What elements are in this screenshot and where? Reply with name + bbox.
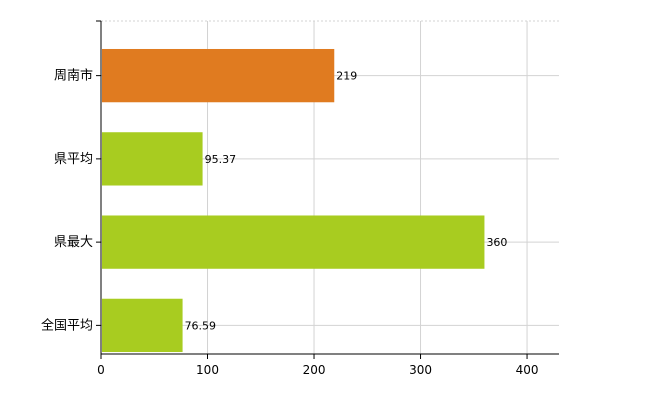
bar: [102, 298, 183, 353]
bar: [102, 48, 335, 103]
category-label: 全国平均: [41, 317, 93, 333]
bars: [102, 48, 485, 353]
bar: [102, 132, 203, 186]
category-label: 周南市: [54, 68, 93, 84]
x-tick-label: 0: [97, 363, 105, 377]
data-label: 219: [336, 70, 357, 83]
axes: [96, 20, 559, 359]
data-label: 76.59: [185, 319, 217, 332]
bar: [102, 215, 485, 269]
x-tick-label: 200: [303, 363, 326, 377]
data-label: 360: [486, 236, 507, 249]
x-tick-label: 300: [409, 363, 432, 377]
x-tick-label: 400: [516, 363, 539, 377]
category-label: 県平均: [54, 152, 93, 167]
category-label: 県最大: [54, 235, 93, 250]
data-label: 95.37: [205, 153, 237, 166]
labels: 0 100 200 300 400 周南市 219 県平均 95.37 県最大 360 全国平均 76.…: [41, 68, 539, 377]
x-tick-label: 100: [196, 363, 219, 377]
